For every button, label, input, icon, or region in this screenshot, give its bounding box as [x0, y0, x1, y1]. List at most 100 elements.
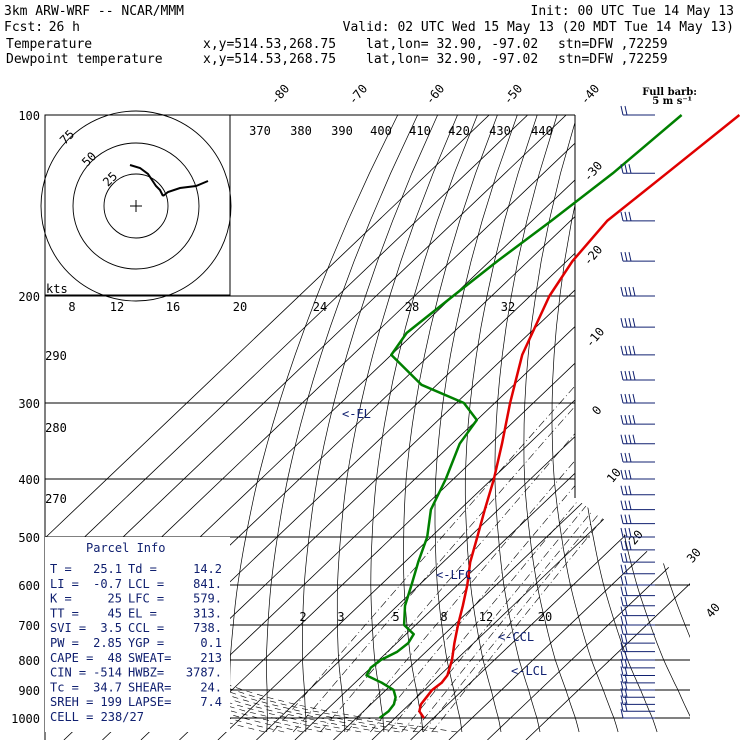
isotherm-line — [487, 115, 690, 740]
pressure-label: 100 — [18, 109, 40, 123]
wind-barb-flag — [624, 596, 628, 606]
dry-adiabat — [605, 115, 690, 733]
wind-barb-flag — [620, 552, 624, 563]
wind-barb-flag — [620, 658, 624, 668]
parcel-info-cell: K = — [50, 592, 72, 606]
wind-barb-flag — [620, 434, 624, 444]
wind-barb-flag — [620, 575, 624, 586]
wind-barb-flag — [620, 540, 624, 550]
wind-barb — [620, 434, 655, 445]
wind-barb-flag — [632, 345, 636, 355]
hodograph-ring — [103, 173, 169, 239]
temperature-legend: Temperature — [6, 37, 92, 52]
wind-barb — [620, 485, 655, 496]
wind-barb-flag — [624, 702, 628, 712]
parcel-info-title: Parcel Info — [86, 541, 165, 555]
parcel-info-cell: 3787. — [186, 666, 222, 680]
wind-barb-flag — [620, 105, 624, 116]
isotherm-label: -60 — [423, 82, 448, 108]
wind-barb-flag — [624, 286, 628, 297]
wind-barb-flag — [620, 527, 624, 538]
dewpoint-latlon: lat,lon= 32.90, -97.02 — [366, 52, 538, 67]
parcel-info-cell: 579. — [193, 592, 222, 606]
parcel-info-box: Parcel Info T = 25.1 Td = 14.2 LI = -0.7 LCL =… — [45, 537, 230, 732]
dry-adiabat — [302, 115, 438, 733]
wind-barb-flag — [628, 485, 632, 495]
wind-barb-flag — [628, 164, 632, 174]
mixing-ratio-line — [272, 295, 656, 733]
wind-barb-flag — [624, 415, 628, 425]
isotherm-line — [525, 115, 690, 740]
wind-barb — [620, 317, 655, 328]
wind-barb-flag — [620, 485, 624, 495]
wind-barb-flag — [628, 211, 632, 221]
dewpoint-profile — [365, 114, 683, 720]
pressure-label: 200 — [18, 290, 40, 304]
wind-barb-flag — [620, 633, 624, 644]
dry-adiabat — [370, 115, 478, 733]
wind-barb-flag — [632, 393, 636, 404]
wind-barb-flag — [620, 680, 624, 691]
isotherm-line — [371, 115, 690, 740]
mixing-ratio-label: 28 — [405, 300, 419, 314]
wind-barb-flag — [624, 586, 628, 596]
el-marker: <-EL — [342, 407, 371, 421]
mixing-ratio-label: 16 — [166, 300, 180, 314]
profiles — [365, 114, 740, 720]
dry-adiabat — [656, 115, 690, 733]
mixing-ratio-label: 8 — [68, 300, 75, 314]
wind-barb-flag — [632, 370, 636, 381]
parcel-info-cell: PW = — [50, 636, 79, 650]
wind-barb-flag — [628, 527, 632, 538]
wind-barb-flag — [620, 564, 624, 574]
barb-key-line1: Full barb: — [642, 87, 697, 98]
parcel-info-cell: Td = — [128, 562, 157, 576]
dry-adiabat — [434, 115, 518, 733]
parcel-info-cell: CCL = — [128, 621, 164, 635]
wind-barb-flag — [624, 434, 628, 444]
wind-barb-flag — [632, 317, 636, 328]
parcel-info-cell: 48 — [108, 651, 122, 665]
wind-barb-flag — [624, 540, 628, 550]
wind-barb — [620, 105, 655, 116]
wind-barb-flag — [620, 695, 624, 705]
parcel-info-cell: 3.5 — [100, 621, 122, 635]
parcel-info-cell: 25.1 — [93, 562, 122, 576]
wind-barb-flag — [620, 514, 624, 524]
wind-barb-flag — [620, 415, 624, 425]
parcel-info-cell: SHEAR= — [128, 680, 171, 694]
wind-barb-flag — [620, 211, 624, 221]
wind-barb — [620, 615, 655, 626]
dewpoint-legend: Dewpoint temperature — [6, 52, 163, 67]
parcel-info-cell: 313. — [193, 606, 222, 620]
isotherm-label: 0 — [589, 403, 604, 418]
theta-label: 420 — [448, 124, 470, 138]
wind-barb-flag — [620, 393, 624, 404]
parcel-info-background — [45, 537, 230, 732]
wind-barb-flag — [632, 434, 636, 444]
wind-barb-flag — [624, 527, 628, 538]
mixing-ratio-line — [320, 295, 690, 733]
wind-barb — [620, 586, 655, 597]
wind-barb — [620, 514, 655, 525]
pressure-label: 900 — [18, 684, 40, 698]
isotherm-label: 10 — [604, 465, 624, 485]
wind-barb-flag — [620, 673, 624, 683]
parcel-info-cell: 0.1 — [200, 636, 222, 650]
wind-barb-flag — [624, 252, 628, 262]
lcl-marker: <-LCL — [511, 664, 547, 678]
mixing-ratio-line — [422, 295, 690, 733]
wind-barb-flag — [624, 500, 628, 510]
wind-barbs — [620, 105, 655, 719]
wind-barb — [620, 564, 655, 575]
valid-time: Valid: 02 UTC Wed 15 May 13 (20 MDT Tue … — [343, 20, 734, 35]
dry-adiabat — [728, 115, 740, 732]
parcel-info-cell: 199 — [100, 695, 122, 709]
wind-barb-flag — [624, 164, 628, 174]
mixing-ratio-label: 5 — [392, 610, 399, 624]
parcel-info-cell: 45 — [108, 606, 122, 620]
wind-barb — [620, 452, 655, 463]
parcel-info-cell: 738. — [193, 621, 222, 635]
dry-adiabat — [551, 115, 619, 733]
